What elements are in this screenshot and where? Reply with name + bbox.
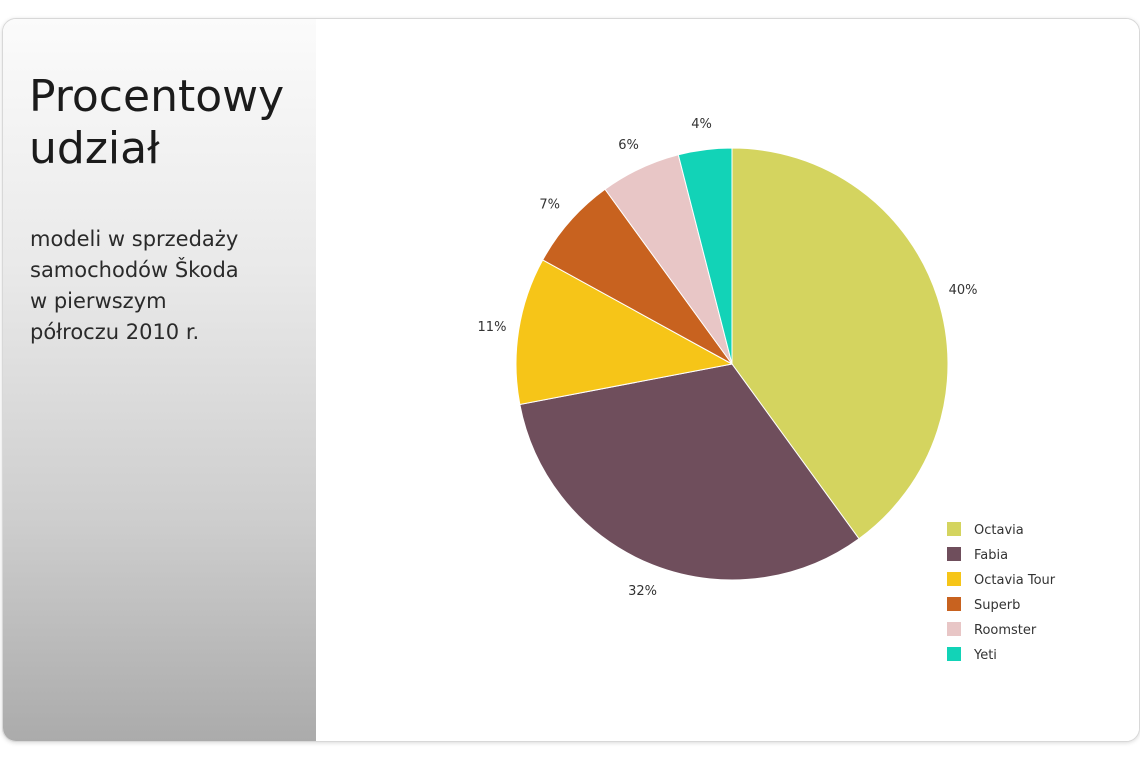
title-panel: Procentowy udział modeli w sprzedaży sam…	[3, 19, 316, 741]
legend-label-roomster: Roomster	[974, 623, 1037, 638]
subtitle-line-2: samochodów Škoda	[30, 258, 239, 282]
pie-slices	[515, 147, 949, 581]
slice-value-label-octavia: 40%	[949, 283, 978, 298]
chart-legend: Octavia Fabia Octavia Tour Superb Roomster Ye…	[947, 522, 1056, 663]
pie-value-labels: 40% 32% 11% 7% 6% 4%	[478, 117, 978, 599]
legend-swatch-octavia	[947, 522, 961, 536]
slice-value-label-octavia-tour: 11%	[478, 320, 507, 335]
subtitle-line-3: w pierwszym	[30, 289, 167, 313]
legend-swatch-fabia	[947, 547, 961, 561]
subtitle-line-4: półroczu 2010 r.	[30, 320, 200, 344]
pie-slice-fabia	[519, 363, 860, 581]
page-title: Procentowy udział	[29, 71, 309, 175]
legend-label-octavia-tour: Octavia Tour	[974, 573, 1056, 588]
pie-slice-octavia	[731, 147, 949, 540]
legend-swatch-yeti	[947, 647, 961, 661]
legend-label-yeti: Yeti	[973, 648, 997, 663]
slice-value-label-roomster: 6%	[618, 138, 639, 153]
page-title-line-1: Procentowy	[29, 71, 285, 122]
chart-area: 40% 32% 11% 7% 6% 4% Octavia Fabia Octavia Tour…	[316, 19, 1139, 741]
slice-value-label-yeti: 4%	[691, 117, 712, 132]
subtitle-line-1: modeli w sprzedaży	[30, 227, 239, 251]
legend-swatch-roomster	[947, 622, 961, 636]
slice-value-label-fabia: 32%	[628, 584, 657, 599]
pie-slice-yeti	[677, 147, 733, 365]
legend-label-fabia: Fabia	[974, 548, 1008, 563]
slice-value-label-superb: 7%	[539, 197, 560, 212]
pie-chart: 40% 32% 11% 7% 6% 4% Octavia Fabia Octavia Tour…	[478, 117, 1056, 663]
legend-label-octavia: Octavia	[974, 523, 1024, 538]
legend-swatch-superb	[947, 597, 961, 611]
legend-label-superb: Superb	[974, 598, 1020, 613]
pie-slice-octavia-tour	[515, 259, 734, 406]
page-title-line-2: udział	[29, 123, 160, 174]
slide-card: Procentowy udział modeli w sprzedaży sam…	[2, 18, 1140, 742]
legend-swatch-octavia-tour	[947, 572, 961, 586]
page-subtitle: modeli w sprzedaży samochodów Škoda w pi…	[30, 224, 310, 348]
